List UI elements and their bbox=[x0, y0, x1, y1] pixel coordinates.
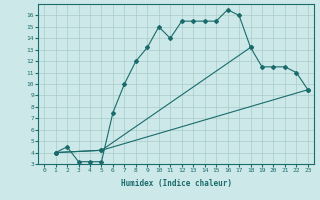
X-axis label: Humidex (Indice chaleur): Humidex (Indice chaleur) bbox=[121, 179, 231, 188]
